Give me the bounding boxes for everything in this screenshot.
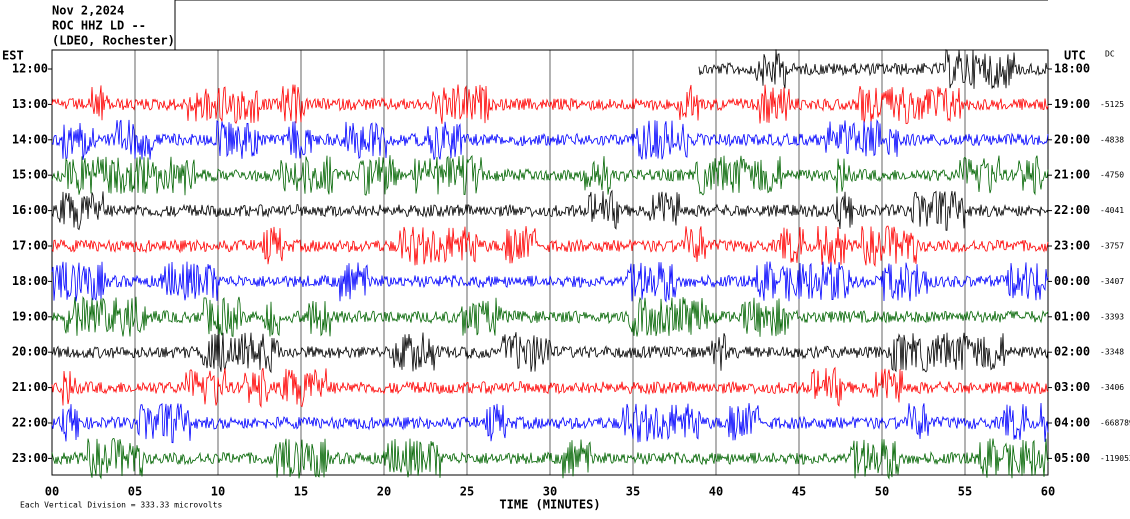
x-tick-label: 10 <box>211 485 225 499</box>
title-line: ROC HHZ LD -- <box>52 19 146 33</box>
x-tick-label: 40 <box>709 485 723 499</box>
x-tick-label: 15 <box>294 485 308 499</box>
x-tick-label: 60 <box>1041 485 1055 499</box>
y-tick-label: 20:00 <box>12 345 48 359</box>
trace <box>51 189 1049 231</box>
dc-value: -5125 <box>1100 100 1124 109</box>
dc-value: -4750 <box>1100 171 1124 180</box>
y-tick-label: 16:00 <box>12 203 48 217</box>
right-axis-label: UTC <box>1064 49 1086 63</box>
y2-tick-label: 03:00 <box>1054 380 1090 394</box>
x-tick-label: 00 <box>45 485 59 499</box>
x-tick-label: 35 <box>626 485 640 499</box>
trace <box>51 261 1049 303</box>
y2-tick-label: 18:00 <box>1054 62 1090 76</box>
dc-label: DC <box>1105 50 1115 59</box>
trace <box>698 49 1048 89</box>
dc-value: -3348 <box>1100 348 1124 357</box>
y2-tick-label: 21:00 <box>1054 168 1090 182</box>
y-tick-label: 23:00 <box>12 451 48 465</box>
trace <box>51 84 1049 125</box>
x-tick-label: 25 <box>460 485 474 499</box>
y2-tick-label: 00:00 <box>1054 274 1090 288</box>
x-tick-label: 05 <box>128 485 142 499</box>
dc-value: -3757 <box>1100 242 1124 251</box>
y-tick-label: 14:00 <box>12 132 48 146</box>
trace <box>51 119 1049 160</box>
y2-tick-label: 02:00 <box>1054 345 1090 359</box>
x-tick-label: 50 <box>875 485 889 499</box>
y-tick-label: 18:00 <box>12 274 48 288</box>
y2-tick-label: 22:00 <box>1054 203 1090 217</box>
y-tick-label: 12:00 <box>12 62 48 76</box>
y2-tick-label: 23:00 <box>1054 239 1090 253</box>
trace <box>51 155 1049 196</box>
y-tick-label: 13:00 <box>12 97 48 111</box>
dc-value: -3407 <box>1100 277 1124 286</box>
x-tick-label: 20 <box>377 485 391 499</box>
y-tick-label: 17:00 <box>12 239 48 253</box>
x-tick-label: 45 <box>792 485 806 499</box>
y-tick-label: 21:00 <box>12 380 48 394</box>
trace <box>51 332 1049 374</box>
trace <box>51 225 1049 268</box>
y2-tick-label: 01:00 <box>1054 309 1090 323</box>
title-line: (LDEO, Rochester) <box>52 34 175 48</box>
y2-tick-label: 19:00 <box>1054 97 1090 111</box>
y2-tick-label: 05:00 <box>1054 451 1090 465</box>
dc-value: -3393 <box>1100 312 1124 321</box>
trace <box>51 366 1049 408</box>
x-tick-label: 55 <box>958 485 972 499</box>
dc-value: -4041 <box>1100 206 1124 215</box>
y-tick-label: 22:00 <box>12 416 48 430</box>
dc-value: -119053 <box>1100 454 1130 463</box>
x-axis-label: TIME (MINUTES) <box>499 498 600 512</box>
dc-value: -4838 <box>1100 135 1124 144</box>
dc-value: -668789 <box>1100 419 1130 428</box>
y2-tick-label: 04:00 <box>1054 416 1090 430</box>
x-tick-label: 30 <box>543 485 557 499</box>
y-tick-label: 15:00 <box>12 168 48 182</box>
trace <box>51 296 1049 337</box>
y-tick-label: 19:00 <box>12 309 48 323</box>
y2-tick-label: 20:00 <box>1054 132 1090 146</box>
trace <box>51 402 1049 444</box>
footnote: Each Vertical Division = 333.33 microvol… <box>20 501 222 510</box>
title-line: Nov 2,2024 <box>52 4 124 18</box>
left-axis-label: EST <box>2 49 24 63</box>
trace <box>51 438 1049 480</box>
dc-value: -3406 <box>1100 383 1124 392</box>
